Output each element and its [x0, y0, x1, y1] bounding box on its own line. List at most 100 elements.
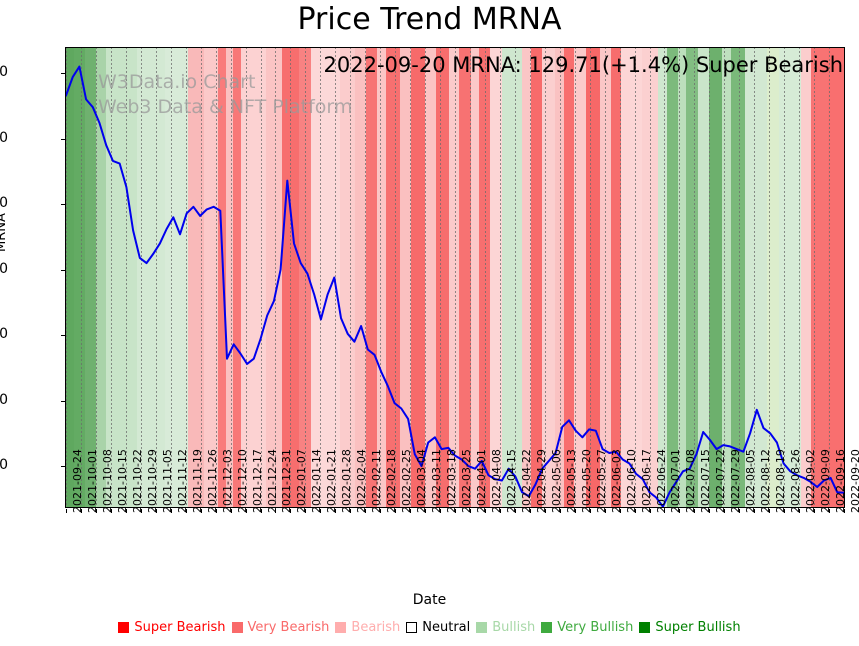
x-tick-label: 2022-07-29: [729, 449, 743, 513]
x-tick-mark: [155, 509, 157, 513]
y-tick-label: 450: [0, 64, 8, 81]
legend-label: Super Bearish: [134, 620, 226, 635]
sentiment-band: [164, 47, 189, 508]
x-tick-label: 2021-11-12: [175, 449, 189, 513]
gridline: [245, 47, 247, 508]
gridline: [574, 47, 576, 508]
sentiment-band: [203, 47, 218, 508]
legend-item[interactable]: Neutral: [406, 620, 470, 635]
legend-swatch: [406, 622, 418, 633]
x-tick-mark: [410, 509, 412, 513]
x-tick-mark: [305, 509, 307, 513]
legend-item[interactable]: Very Bullish: [541, 620, 633, 635]
x-tick-mark: [619, 509, 621, 513]
chart-title: Price Trend MRNA: [297, 2, 562, 37]
gridline: [155, 47, 157, 508]
x-tick-mark: [245, 509, 247, 513]
x-tick-label: 2022-01-14: [310, 449, 324, 513]
x-tick-label: 2022-09-09: [819, 449, 833, 513]
sentiment-band: [657, 47, 668, 508]
gridline: [335, 47, 337, 508]
price-line: [65, 65, 845, 508]
x-tick-label: 2022-03-11: [430, 449, 444, 513]
x-tick-mark: [829, 509, 831, 513]
x-tick-label: 2021-09-24: [71, 449, 84, 513]
sentiment-band: [377, 47, 387, 508]
gridline: [799, 47, 801, 508]
x-tick-label: 2022-06-10: [624, 449, 638, 513]
legend-swatch: [639, 622, 651, 633]
x-tick-label: 2022-09-20: [849, 449, 859, 513]
x-tick-mark: [514, 509, 516, 513]
legend-item[interactable]: Very Bearish: [231, 620, 329, 635]
sentiment-band: [411, 47, 426, 508]
sentiment-band: [400, 47, 412, 508]
legend-swatch: [231, 622, 243, 633]
sentiment-band: [299, 47, 312, 508]
sentiment-band: [678, 47, 686, 508]
gridline: [395, 47, 397, 508]
legend-item[interactable]: Super Bearish: [118, 620, 226, 635]
x-tick-mark: [814, 509, 816, 513]
x-tick-mark: [380, 509, 382, 513]
legend-item[interactable]: Bullish: [476, 620, 535, 635]
gridline: [125, 47, 127, 508]
legend-swatch: [118, 622, 130, 633]
x-tick-label: 2022-04-22: [519, 449, 533, 513]
x-tick-label: 2022-04-08: [489, 449, 503, 513]
x-tick-mark: [230, 509, 232, 513]
x-tick-label: 2022-05-06: [549, 449, 563, 513]
sentiment-band: [217, 47, 226, 508]
legend-label: Bullish: [492, 620, 536, 635]
gridline: [305, 47, 307, 508]
x-tick-label: 2022-03-25: [460, 449, 473, 513]
gridline: [649, 47, 651, 508]
x-tick-label: 2021-12-17: [250, 449, 264, 513]
x-tick-mark: [275, 509, 277, 513]
gridline: [440, 47, 442, 508]
gridline: [709, 47, 711, 508]
x-tick-mark: [215, 509, 217, 513]
x-tick-mark: [484, 509, 486, 513]
y-tick-label: 150: [0, 457, 8, 474]
gridline: [95, 47, 97, 508]
sentiment-band: [479, 47, 491, 508]
x-tick-mark: [395, 509, 397, 513]
x-tick-label: 2022-07-15: [699, 449, 713, 513]
gridline: [484, 47, 486, 508]
x-tick-label: 2022-08-05: [744, 449, 758, 513]
gridline: [634, 47, 636, 508]
gridline: [320, 47, 322, 508]
x-tick-label: 2022-07-08: [684, 449, 698, 513]
gridline: [215, 47, 217, 508]
x-tick-mark: [799, 509, 801, 513]
legend-item[interactable]: Super Bullish: [639, 620, 741, 635]
y-tick-label: 200: [0, 391, 8, 408]
sentiment-band: [85, 47, 97, 508]
x-tick-mark: [679, 509, 681, 513]
y-tick-mark: [61, 400, 65, 402]
sentiment-band: [573, 47, 587, 508]
x-tick-label: 2022-06-03: [609, 449, 623, 513]
x-tick-label: 2022-01-28: [340, 449, 354, 513]
x-tick-mark: [784, 509, 786, 513]
y-tick-label: 350: [0, 195, 8, 212]
x-tick-label: 2021-10-22: [130, 449, 144, 513]
sentiment-band: [188, 47, 204, 508]
x-tick-label: 2021-10-08: [100, 449, 114, 513]
legend-label: Bearish: [351, 620, 401, 635]
sentiment-band: [731, 47, 746, 508]
sentiment-band: [281, 47, 299, 508]
sentiment-band: [266, 47, 282, 508]
x-tick-mark: [664, 509, 666, 513]
gridline: [290, 47, 292, 508]
gridline: [110, 47, 112, 508]
y-tick-mark: [61, 466, 65, 468]
legend-item[interactable]: Bearish: [335, 620, 400, 635]
x-tick-mark: [66, 509, 67, 513]
y-tick-mark: [61, 335, 65, 337]
x-tick-label: 2021-12-03: [220, 449, 234, 513]
gridline: [230, 47, 232, 508]
x-tick-label: 2022-02-11: [370, 449, 384, 513]
y-tick-label: 400: [0, 129, 8, 146]
